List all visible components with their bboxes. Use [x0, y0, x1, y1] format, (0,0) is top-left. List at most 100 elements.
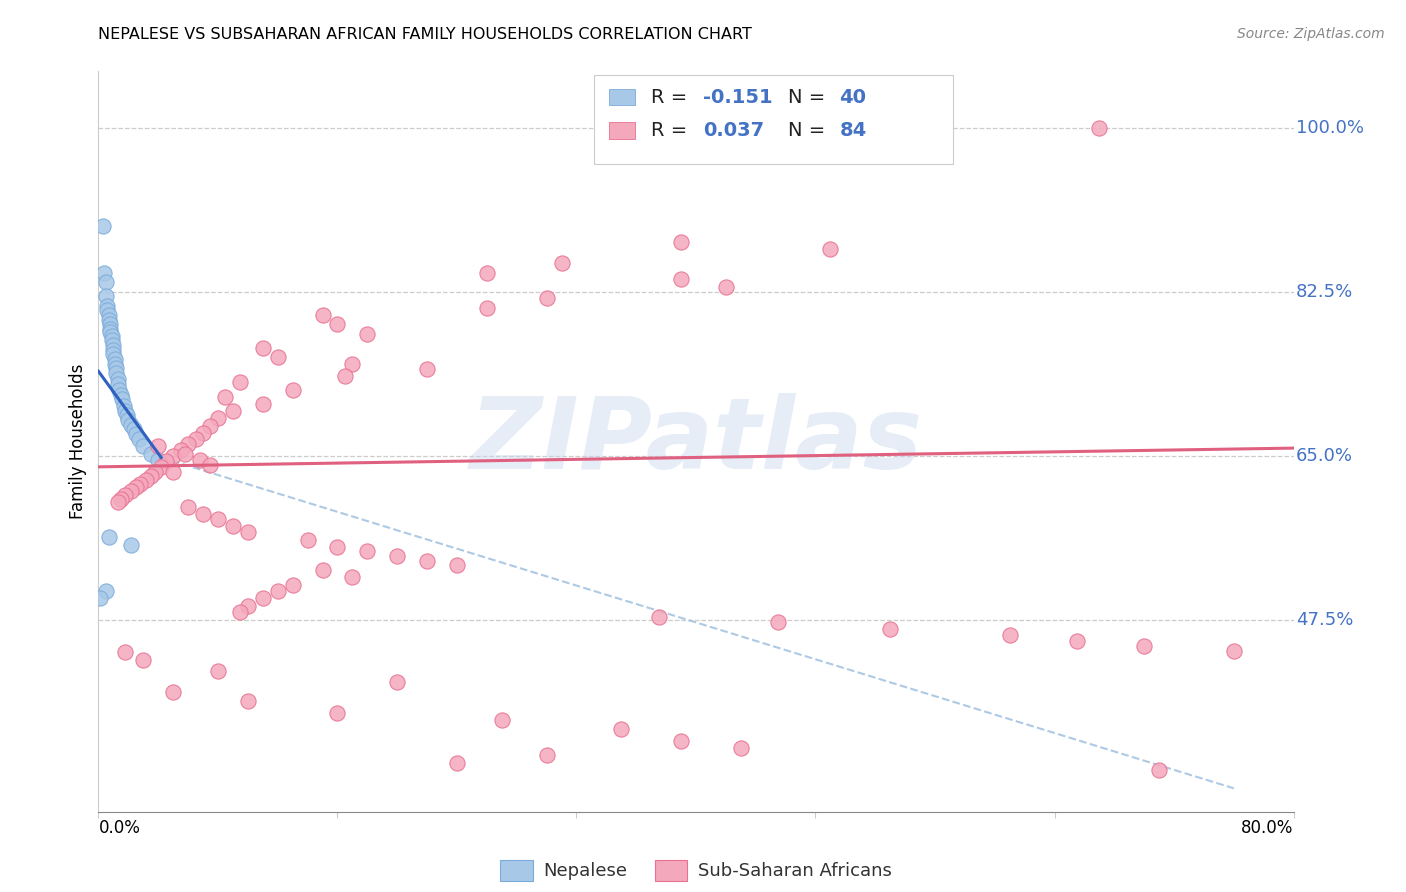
Point [155, 454, 177, 468]
Legend: Nepalese, Sub-Saharan Africans: Nepalese, Sub-Saharan Africans [494, 853, 898, 888]
Point [207, 512, 229, 526]
Text: 80.0%: 80.0% [1241, 819, 1294, 837]
Point [96, 303, 118, 318]
Point [669, 734, 692, 748]
Point [97, 312, 120, 326]
Text: 0.0%: 0.0% [98, 819, 141, 837]
Point [132, 653, 155, 667]
Point [117, 413, 139, 427]
Point [1066, 634, 1088, 648]
Text: NEPALESE VS SUBSAHARAN AFRICAN FAMILY HOUSEHOLDS CORRELATION CHART: NEPALESE VS SUBSAHARAN AFRICAN FAMILY HO… [98, 27, 752, 42]
Point [101, 328, 124, 343]
Point [148, 453, 170, 467]
Point [311, 563, 333, 577]
Point [200, 458, 222, 472]
Point [132, 439, 155, 453]
Bar [609, 122, 636, 139]
Point [94, 584, 117, 599]
Point [207, 664, 229, 678]
Text: 0.037: 0.037 [703, 121, 765, 140]
Text: 65.0%: 65.0% [1296, 447, 1353, 465]
Point [222, 403, 245, 417]
Point [267, 350, 290, 364]
Point [342, 357, 364, 371]
Point [110, 491, 132, 506]
Point [297, 533, 319, 547]
Point [191, 507, 214, 521]
Text: 40: 40 [839, 87, 866, 107]
Point [184, 432, 207, 446]
Point [143, 465, 166, 479]
Point [120, 484, 142, 499]
Text: ZIPatlas: ZIPatlas [470, 393, 922, 490]
Point [610, 723, 633, 737]
Point [150, 459, 173, 474]
Point [267, 584, 290, 599]
Point [1147, 763, 1170, 777]
Point [730, 741, 752, 756]
Point [229, 376, 252, 390]
Text: Source: ZipAtlas.com: Source: ZipAtlas.com [1237, 27, 1385, 41]
Point [446, 558, 468, 573]
Point [356, 326, 378, 341]
Point [139, 447, 162, 461]
Point [385, 675, 409, 690]
Point [120, 538, 142, 552]
Point [101, 334, 124, 348]
Point [107, 377, 129, 392]
Point [766, 615, 789, 630]
Point [252, 591, 274, 605]
Point [475, 266, 498, 280]
Point [236, 599, 259, 613]
Point [135, 473, 157, 487]
Point [281, 383, 304, 397]
Point [139, 469, 162, 483]
Point [107, 495, 129, 509]
Point [1133, 639, 1156, 653]
Point [103, 347, 125, 361]
Point [124, 422, 146, 436]
Point [385, 549, 409, 563]
FancyBboxPatch shape [595, 75, 953, 164]
Point [125, 480, 148, 494]
Point [236, 525, 259, 540]
Point [536, 748, 558, 763]
Point [416, 362, 439, 376]
Text: 47.5%: 47.5% [1296, 611, 1354, 629]
Point [94, 289, 117, 303]
Point [879, 622, 901, 636]
Point [177, 500, 200, 515]
Point [229, 605, 252, 619]
Point [103, 343, 125, 357]
Point [236, 694, 259, 708]
Point [669, 235, 692, 249]
Point [103, 338, 125, 352]
Point [214, 390, 236, 404]
Point [94, 275, 117, 289]
Text: R =: R = [651, 87, 693, 107]
Point [97, 530, 120, 544]
Point [200, 418, 222, 433]
Point [108, 383, 131, 397]
Point [98, 318, 122, 332]
Point [536, 291, 558, 305]
Point [191, 426, 214, 441]
Point [97, 308, 120, 322]
Point [207, 411, 229, 425]
Y-axis label: Family Households: Family Households [69, 364, 87, 519]
Point [820, 243, 842, 257]
Point [1088, 120, 1111, 135]
Point [111, 392, 134, 407]
Point [326, 318, 349, 332]
Point [326, 706, 349, 721]
Point [129, 476, 152, 491]
Point [252, 397, 274, 411]
Point [647, 609, 669, 624]
Point [162, 685, 184, 699]
Point [114, 645, 136, 659]
Point [998, 627, 1021, 641]
Point [89, 591, 111, 605]
Point [112, 399, 135, 413]
Text: 84: 84 [839, 121, 866, 140]
Point [333, 368, 356, 383]
